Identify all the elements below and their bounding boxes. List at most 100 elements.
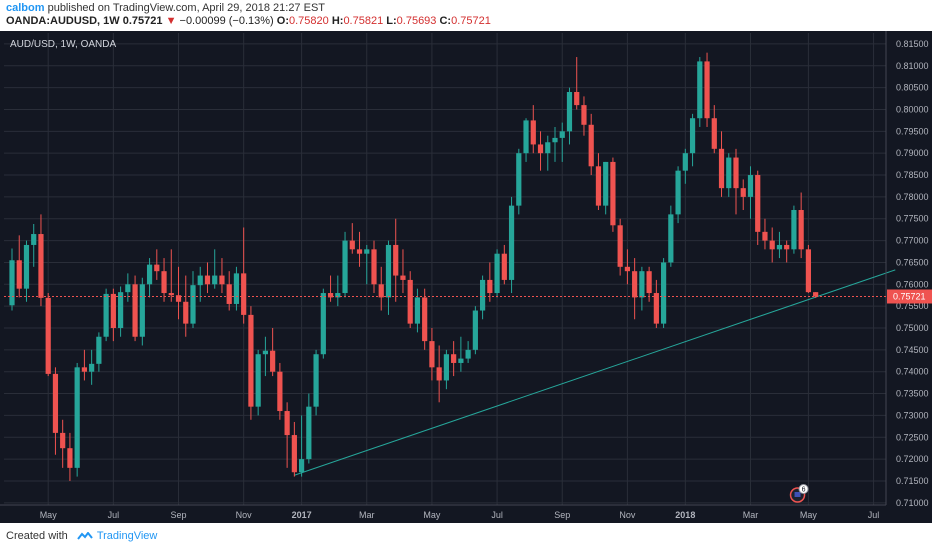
candle-body (632, 271, 638, 298)
y-tick-label: 0.75000 (896, 323, 929, 333)
candle-body (610, 161, 616, 226)
candle-body (516, 153, 522, 206)
y-tick-label: 0.77500 (896, 214, 929, 224)
open-value: 0.75820 (289, 15, 329, 27)
candle-body (183, 301, 189, 324)
candle-body (284, 411, 290, 436)
candle-body (168, 293, 174, 296)
chart-legend: AUD/USD, 1W, OANDA (10, 39, 117, 50)
candle-body (574, 92, 580, 106)
candle-body (270, 350, 276, 372)
y-tick-label: 0.72500 (896, 432, 929, 442)
trendline (294, 269, 896, 476)
author-link[interactable]: calbom (6, 2, 45, 14)
candle-body (595, 166, 602, 206)
y-tick-label: 0.76500 (896, 257, 929, 267)
y-tick-label: 0.74500 (896, 345, 929, 355)
candle-body (262, 350, 268, 355)
candle-body (175, 295, 182, 302)
candlestick-chart[interactable]: 0.81500 0.81000 0.80500 0.80000 0.79500 0.790… (0, 31, 932, 523)
candle-body (661, 262, 667, 324)
candle-body (52, 373, 59, 433)
candle-body (45, 297, 51, 374)
candle-body (747, 175, 754, 197)
candle-body (118, 292, 124, 328)
down-arrow-icon: ▼ (165, 15, 177, 27)
candle-body (335, 293, 341, 298)
candle-body (277, 371, 283, 412)
candle-body (226, 284, 232, 304)
low-label: L: (386, 15, 397, 27)
candle-body (197, 275, 203, 286)
y-tick-label: 0.78500 (896, 170, 929, 180)
candle-body (400, 275, 406, 280)
candle-body (67, 448, 73, 468)
candles-layer (9, 52, 819, 481)
open-label: O: (276, 15, 289, 27)
x-tick-label: 2017 (292, 510, 312, 520)
candle-body (588, 124, 594, 167)
candle-body (733, 157, 739, 189)
candle-body (718, 148, 725, 189)
candle-body (451, 354, 457, 363)
candle-body (385, 244, 392, 298)
candle-body (154, 264, 160, 272)
last-price-tag (887, 289, 932, 304)
candle-body (255, 354, 261, 407)
candle-body (697, 61, 703, 119)
candle-body (241, 273, 247, 315)
candle-body (364, 249, 370, 254)
x-tick-label: Jul (868, 510, 880, 520)
candle-body (805, 249, 811, 293)
chart-panel[interactable]: 0.81500 0.81000 0.80500 0.80000 0.79500 0.790… (0, 31, 932, 523)
close-label: C: (439, 15, 452, 27)
candle-body (559, 131, 565, 138)
candle-body (581, 105, 587, 125)
candle-body (89, 363, 95, 372)
axes: 0.81500 0.81000 0.80500 0.80000 0.79500 0.790… (0, 31, 932, 520)
tradingview-logo-icon (77, 531, 93, 540)
x-tick-label: Mar (359, 510, 375, 520)
candle-body (740, 188, 746, 197)
y-tick-label: 0.71000 (896, 498, 929, 508)
candle-body (349, 240, 355, 250)
candle-body (429, 341, 435, 368)
x-tick-label: Sep (554, 510, 570, 520)
candle-body (125, 284, 131, 293)
candle-body (146, 264, 153, 285)
y-tick-label: 0.73500 (896, 389, 929, 399)
y-tick-label: 0.72000 (896, 454, 929, 464)
candle-body (769, 240, 775, 250)
candle-body (139, 284, 145, 337)
candle-body (16, 260, 22, 289)
y-tick-label: 0.79500 (896, 126, 929, 136)
candle-body (762, 231, 768, 241)
change-value: −0.00099 (−0.13%) (179, 15, 274, 27)
candle-body (545, 142, 551, 154)
x-tick-label: May (423, 510, 441, 520)
candle-body (378, 284, 384, 298)
badge-count: 6 (802, 487, 806, 494)
y-tick-label: 0.73000 (896, 410, 929, 420)
candle-body (31, 234, 37, 245)
y-tick-label: 0.80000 (896, 104, 929, 114)
candle-body (342, 240, 348, 294)
candle-body (306, 406, 312, 460)
candle-body (132, 284, 138, 337)
candle-body (320, 293, 326, 355)
candle-body (776, 244, 783, 250)
candle-body (784, 244, 790, 250)
y-tick-label: 0.71500 (896, 476, 929, 486)
candle-body (422, 297, 428, 342)
candle-body (682, 153, 688, 171)
candle-body (9, 260, 15, 306)
candle-body (23, 244, 30, 289)
candle-body (798, 210, 804, 250)
y-tick-label: 0.76000 (896, 279, 929, 289)
candle-body (480, 279, 486, 311)
candle-body (38, 234, 44, 298)
x-tick-label: May (800, 510, 818, 520)
candle-body (443, 354, 449, 381)
low-value: 0.75693 (396, 15, 437, 27)
tradingview-brand-link[interactable]: TradingView (96, 530, 158, 542)
